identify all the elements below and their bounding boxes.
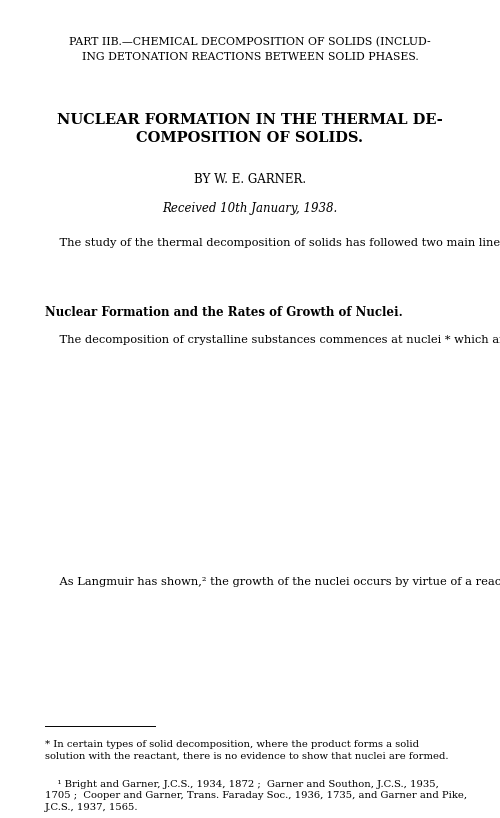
Text: As Langmuir has shown,² the growth of the nuclei occurs by virtue of a reaction : As Langmuir has shown,² the growth of th… (45, 577, 500, 587)
Text: PART IIB.—CHEMICAL DECOMPOSITION OF SOLIDS (INCLUD-
ING DETONATION REACTIONS BET: PART IIB.—CHEMICAL DECOMPOSITION OF SOLI… (69, 37, 431, 61)
Text: Received 10th January, 1938.: Received 10th January, 1938. (162, 202, 338, 215)
Text: Nuclear Formation and the Rates of Growth of Nuclei.: Nuclear Formation and the Rates of Growt… (45, 306, 403, 319)
Text: ¹ Bright and Garner, J.C.S., 1934, 1872 ;  Garner and Southon, J.C.S., 1935,
170: ¹ Bright and Garner, J.C.S., 1934, 1872 … (45, 780, 467, 812)
Text: The study of the thermal decomposition of solids has followed two main lines, th: The study of the thermal decomposition o… (45, 238, 500, 248)
Text: BY W. E. GARNER.: BY W. E. GARNER. (194, 173, 306, 186)
Text: NUCLEAR FORMATION IN THE THERMAL DE-
COMPOSITION OF SOLIDS.: NUCLEAR FORMATION IN THE THERMAL DE- COM… (57, 113, 443, 146)
Text: * In certain types of solid decomposition, where the product forms a solid
solut: * In certain types of solid decompositio… (45, 740, 448, 761)
Text: The decomposition of crystalline substances commences at nuclei * which are form: The decomposition of crystalline substan… (45, 335, 500, 345)
